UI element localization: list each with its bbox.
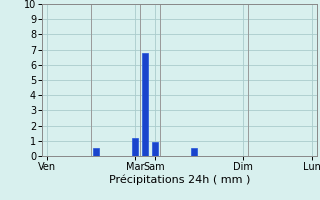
Bar (132, 138, 138, 156)
Bar (191, 148, 197, 156)
Bar (93, 148, 99, 156)
Bar (152, 142, 157, 156)
X-axis label: Précipitations 24h ( mm ): Précipitations 24h ( mm ) (108, 174, 250, 185)
Bar (142, 53, 148, 156)
